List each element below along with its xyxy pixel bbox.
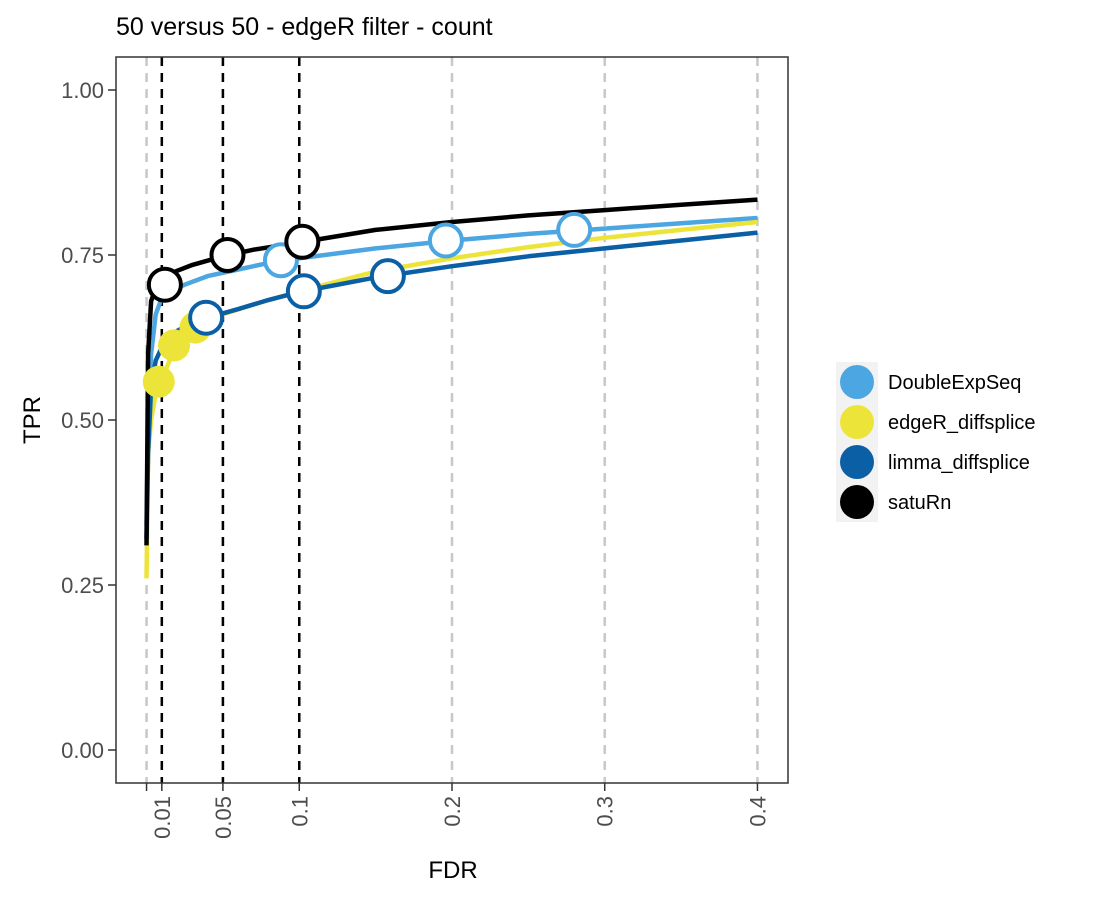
y-axis-title: TPR xyxy=(19,396,46,444)
legend-swatch-DoubleExpSeq xyxy=(840,365,874,399)
y-tick-label: 0.50 xyxy=(61,408,104,433)
x-tick-label: 0.3 xyxy=(593,796,618,827)
y-tick-label: 1.00 xyxy=(61,78,104,103)
legend-label: DoubleExpSeq xyxy=(888,372,1021,394)
data-point-satuRn xyxy=(146,266,183,303)
panel-border xyxy=(115,56,789,784)
legend-label: satuRn xyxy=(888,492,951,514)
data-point-limma_diffsplice xyxy=(369,258,406,295)
y-tick-label: 0.75 xyxy=(61,243,104,268)
data-point-DoubleExpSeq xyxy=(556,211,593,248)
plot-area xyxy=(142,57,759,783)
data-point-limma_diffsplice xyxy=(188,299,225,336)
legend-swatch-satuRn xyxy=(840,485,874,519)
axes: 0.00 0.25 0.50 0.75 1.00 0.01 0.05 0.1 0.2 0.3 0.4 xyxy=(61,56,789,839)
data-point-satuRn xyxy=(209,237,246,273)
legend-swatch-limma_diffsplice xyxy=(840,445,874,479)
data-point-satuRn xyxy=(284,223,321,260)
data-point-DoubleExpSeq xyxy=(427,222,464,259)
x-tick-label: 0.4 xyxy=(745,796,770,827)
y-tick-label: 0.25 xyxy=(61,573,104,598)
series-line-DoubleExpSeq xyxy=(144,215,758,526)
legend-label: limma_diffsplice xyxy=(888,452,1030,474)
data-point-edgeR_diffsplice xyxy=(158,329,191,362)
x-tick-label: 0.1 xyxy=(287,796,312,827)
data-point-limma_diffsplice xyxy=(285,273,322,310)
x-tick-label: 0.01 xyxy=(150,796,175,839)
legend-label: edgeR_diffsplice xyxy=(888,412,1036,434)
x-tick-label: 0.05 xyxy=(211,796,236,839)
x-axis-title: FDR xyxy=(428,857,477,884)
y-tick-label: 0.00 xyxy=(61,738,104,763)
legend-swatch-edgeR_diffsplice xyxy=(840,405,874,439)
x-tick-label: 0.2 xyxy=(440,796,465,827)
data-point-edgeR_diffsplice xyxy=(142,365,175,398)
chart-title: 50 versus 50 - edgeR filter - count xyxy=(116,13,493,41)
legend: DoubleExpSeq edgeR_diffsplice limma_diffsp… xyxy=(836,362,1036,522)
